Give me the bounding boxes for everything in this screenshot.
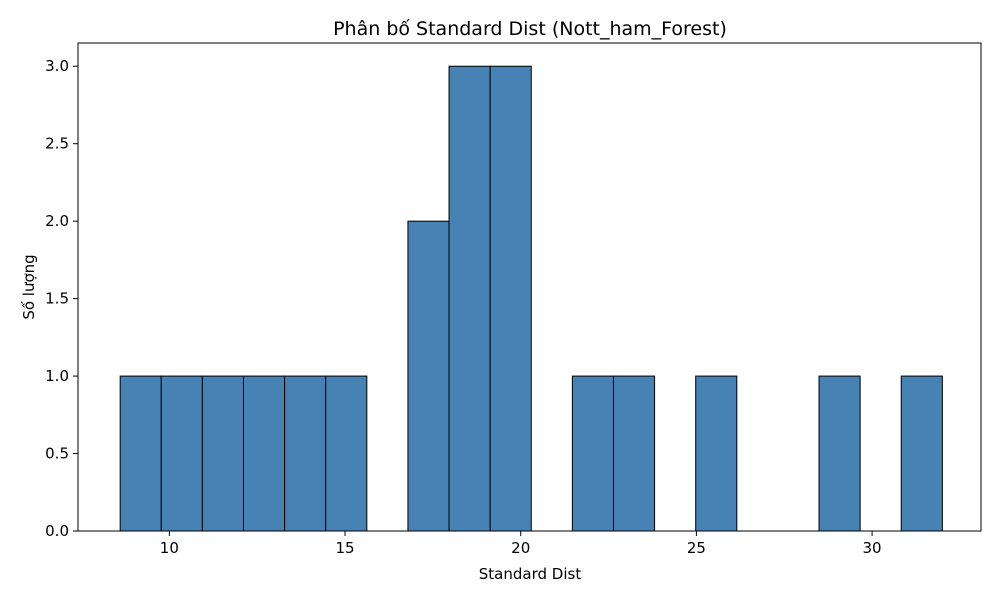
histogram-bar: [900, 375, 943, 532]
histogram-bar: [818, 375, 861, 532]
histogram-bar: [284, 375, 327, 532]
histogram-bar: [242, 375, 286, 532]
x-tick-label: 10: [160, 539, 179, 557]
y-tick-label: 0.5: [45, 445, 69, 463]
histogram-bar: [571, 375, 614, 532]
y-tick-label: 1.0: [45, 367, 69, 385]
x-tick-label: 15: [335, 539, 354, 557]
histogram-bar: [448, 65, 491, 532]
y-tick-label: 2.5: [45, 135, 69, 153]
x-tick-label: 20: [511, 539, 530, 557]
histogram-bar: [201, 375, 244, 532]
x-tick-label: 25: [687, 539, 706, 557]
histogram-bar: [489, 65, 532, 532]
histogram-bar: [325, 375, 368, 532]
plot-frame: [77, 42, 982, 532]
x-tick-label: 30: [863, 539, 882, 557]
x-axis-label: Standard Dist: [479, 565, 582, 583]
y-axis: 0.0 0.5 1.0 1.5 2.0 2.5 3.0: [45, 57, 78, 540]
y-tick-label: 1.5: [45, 290, 69, 308]
y-tick-label: 0.0: [45, 522, 69, 540]
chart-title: Phân bố Standard Dist (Nott_ham_Forest): [333, 18, 727, 40]
histogram-bar: [119, 375, 162, 532]
y-axis-label: Số lượng: [20, 254, 38, 319]
histogram-bar: [407, 220, 450, 532]
y-tick-label: 2.0: [45, 212, 69, 230]
histogram-bar: [695, 375, 738, 532]
histogram-bar: [160, 375, 203, 532]
x-axis: 10 15 20 25 30: [160, 531, 882, 557]
histogram-bar: [612, 375, 656, 532]
bars-group: [119, 65, 943, 532]
y-tick-label: 3.0: [45, 57, 69, 75]
